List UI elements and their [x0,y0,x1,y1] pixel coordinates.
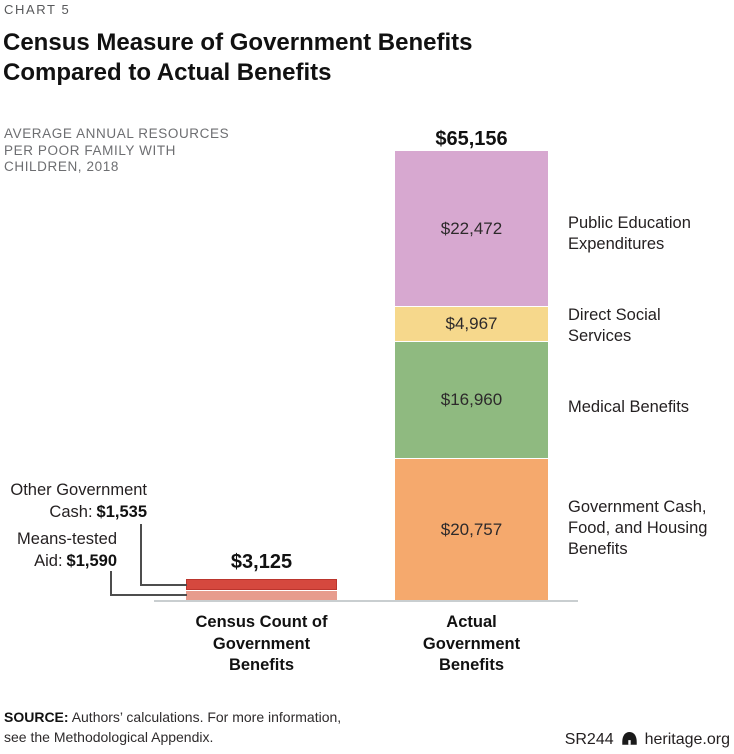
segment-other-government-cash [186,579,337,590]
segment-value-public-education: $22,472 [440,218,503,238]
leader-line-other-cash-vertical [140,524,142,586]
callout-means-tested-aid: Means-tested Aid: $1,590 [17,529,117,572]
source-note: SOURCE: Authors’ calculations. For more … [4,708,341,747]
leader-line-means-tested-vertical [110,571,112,596]
liberty-bell-icon [621,730,638,751]
census-bar-total: $3,125 [230,551,293,573]
label-public-education: Public Education Expenditures [568,214,691,253]
segment-medical-benefits: $16,960 [395,340,548,458]
label-direct-social-services: Direct Social Services [568,306,661,345]
actual-bar-total: $65,156 [435,128,508,150]
actual-bar: $22,472 $4,967 $16,960 $20,757 [395,151,548,601]
label-medical-benefits: Medical Benefits [568,398,690,416]
chart-title: Census Measure of Government Benefits Co… [3,29,473,86]
leader-line-other-cash-horizontal [140,584,187,586]
segment-direct-social-services: $4,967 [395,306,548,341]
source-label: SOURCE: [4,709,69,725]
callout-means-tested-aid-text: Means-tested Aid: [17,530,117,570]
segment-government-cash-food-housing: $20,757 [395,457,548,601]
segment-means-tested-aid [186,590,337,601]
census-bar [186,579,337,601]
source-text: Authors’ calculations. For more informat… [4,709,342,745]
chart-number: CHART 5 [4,2,71,17]
callout-means-tested-aid-value: $1,590 [66,551,117,570]
leader-line-means-tested-horizontal [110,594,187,596]
callout-other-government-cash-value: $1,535 [96,502,147,521]
report-id: SR244 [564,730,614,748]
category-label-actual: Actual Government Benefits [422,613,521,674]
callout-other-government-cash-text: Other Government Cash: [10,481,147,521]
segment-value-direct-social-services: $4,967 [445,313,498,333]
x-axis-baseline [154,600,578,602]
credit-line: SR244 heritage.org [565,729,730,750]
chart-subtitle: AVERAGE ANNUAL RESOURCES PER POOR FAMILY… [4,126,230,174]
site-name: heritage.org [644,730,730,748]
label-government-cash-food-housing: Government Cash, Food, and Housing Benef… [568,498,708,558]
category-label-census: Census Count of Government Benefits [195,613,328,674]
segment-public-education: $22,472 [395,151,548,307]
callout-other-government-cash: Other Government Cash: $1,535 [10,480,147,523]
segment-value-medical-benefits: $16,960 [440,389,503,409]
segment-value-government-cash-food-housing: $20,757 [440,519,503,539]
